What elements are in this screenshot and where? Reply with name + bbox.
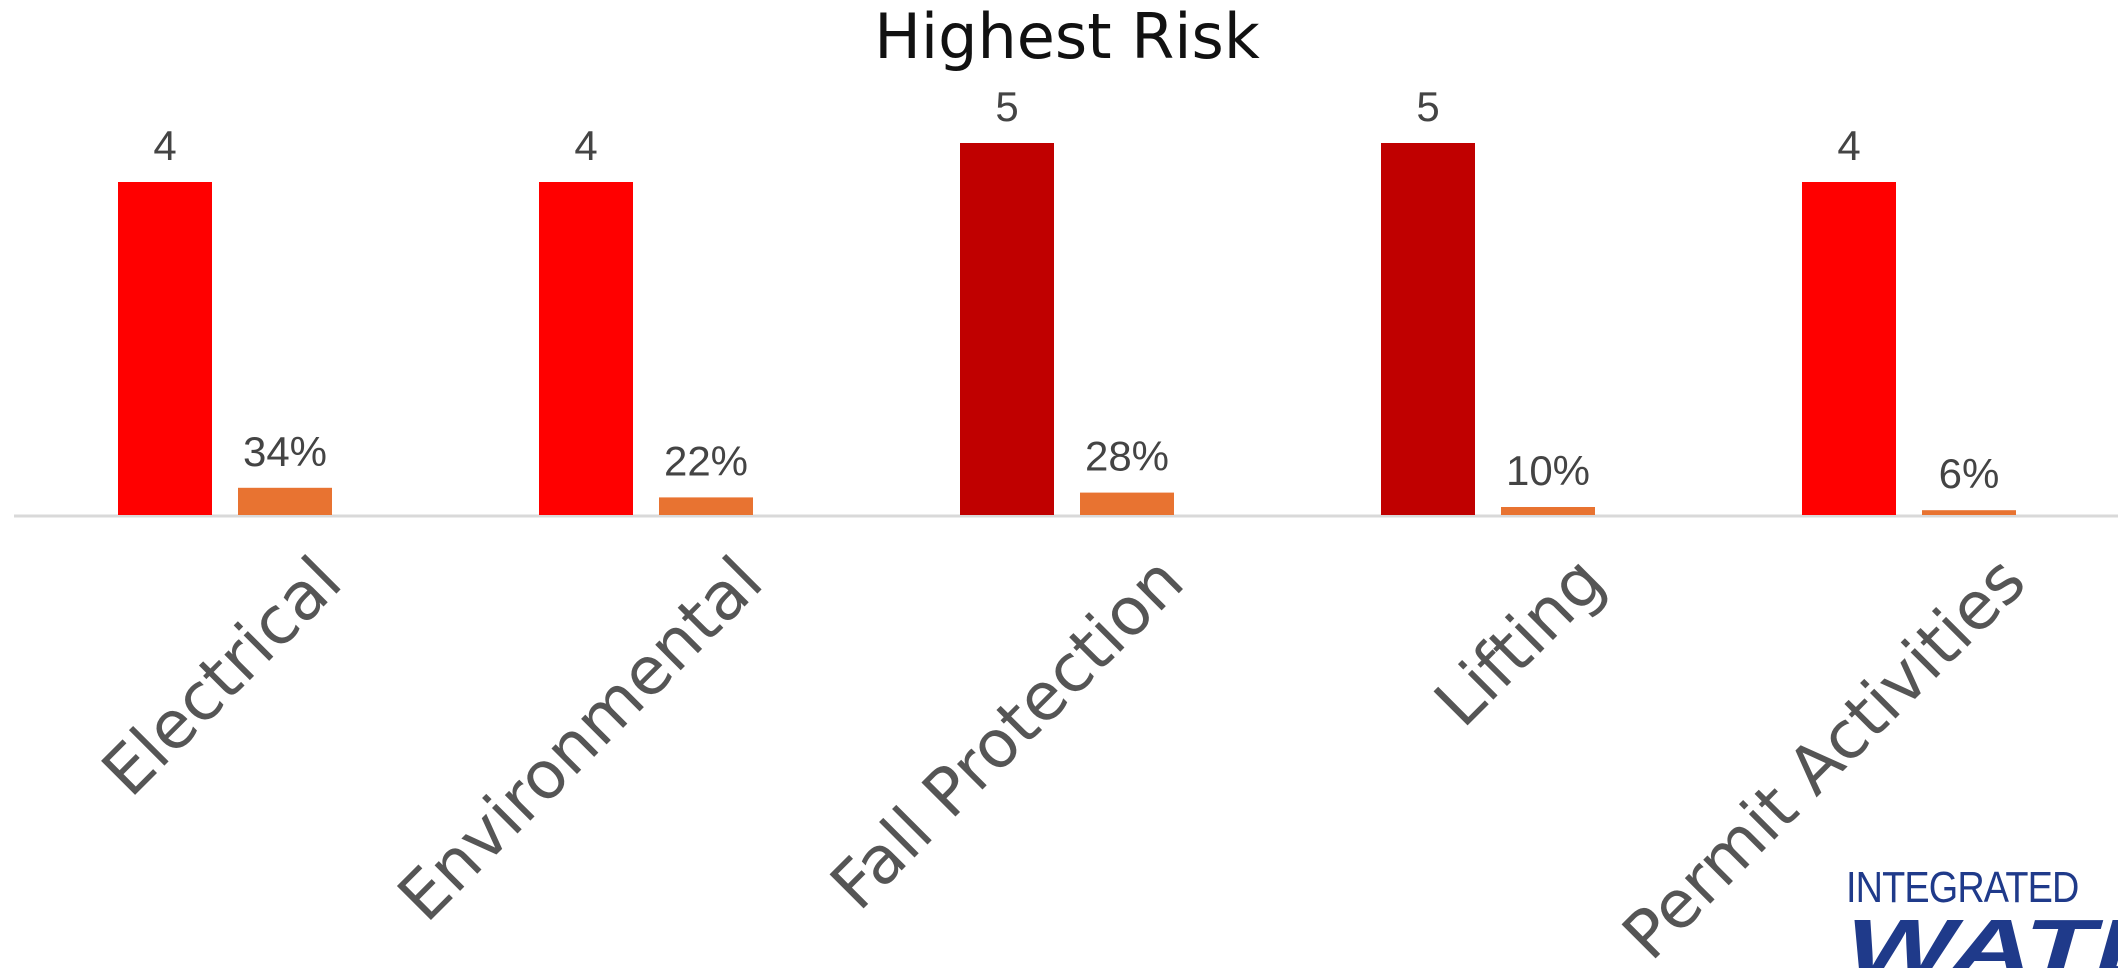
bar-lifting-percent <box>1501 507 1595 515</box>
bar-electrical-percent <box>238 487 332 515</box>
bars-group <box>118 143 2016 515</box>
logo-text-top: INTEGRATED <box>1846 864 2079 912</box>
category-label: Fall Protection <box>816 542 1198 924</box>
data-label-score: 5 <box>995 83 1018 130</box>
bar-environmental-percent <box>659 497 753 515</box>
chart-title: Highest Risk <box>874 0 1260 73</box>
bar-lifting-score <box>1381 143 1475 515</box>
labels-group: 4 34% Electrical 4 22% Environmental 5 28% Fall … <box>87 83 2040 968</box>
logo-text-bottom: WATER <box>1846 903 2118 968</box>
data-label-percent: 28% <box>1085 433 1169 480</box>
category-label: Environmental <box>383 542 777 936</box>
bar-fall-protection-score <box>960 143 1054 515</box>
bar-permit-activities-percent <box>1922 510 2016 515</box>
data-label-percent: 10% <box>1506 447 1590 494</box>
company-logo: INTEGRATED WATER <box>1846 864 2118 968</box>
data-label-score: 4 <box>574 122 597 169</box>
data-label-percent: 22% <box>664 437 748 484</box>
bar-fall-protection-percent <box>1080 492 1174 515</box>
bar-environmental-score <box>539 182 633 515</box>
data-label-percent: 6% <box>1939 450 2000 497</box>
bar-permit-activities-score <box>1802 182 1896 515</box>
bar-electrical-score <box>118 182 212 515</box>
category-label: Electrical <box>87 542 356 811</box>
data-label-percent: 34% <box>243 428 327 475</box>
data-label-score: 5 <box>1416 83 1439 130</box>
data-label-score: 4 <box>153 122 176 169</box>
category-label: Lifting <box>1420 542 1619 741</box>
data-label-score: 4 <box>1837 122 1860 169</box>
